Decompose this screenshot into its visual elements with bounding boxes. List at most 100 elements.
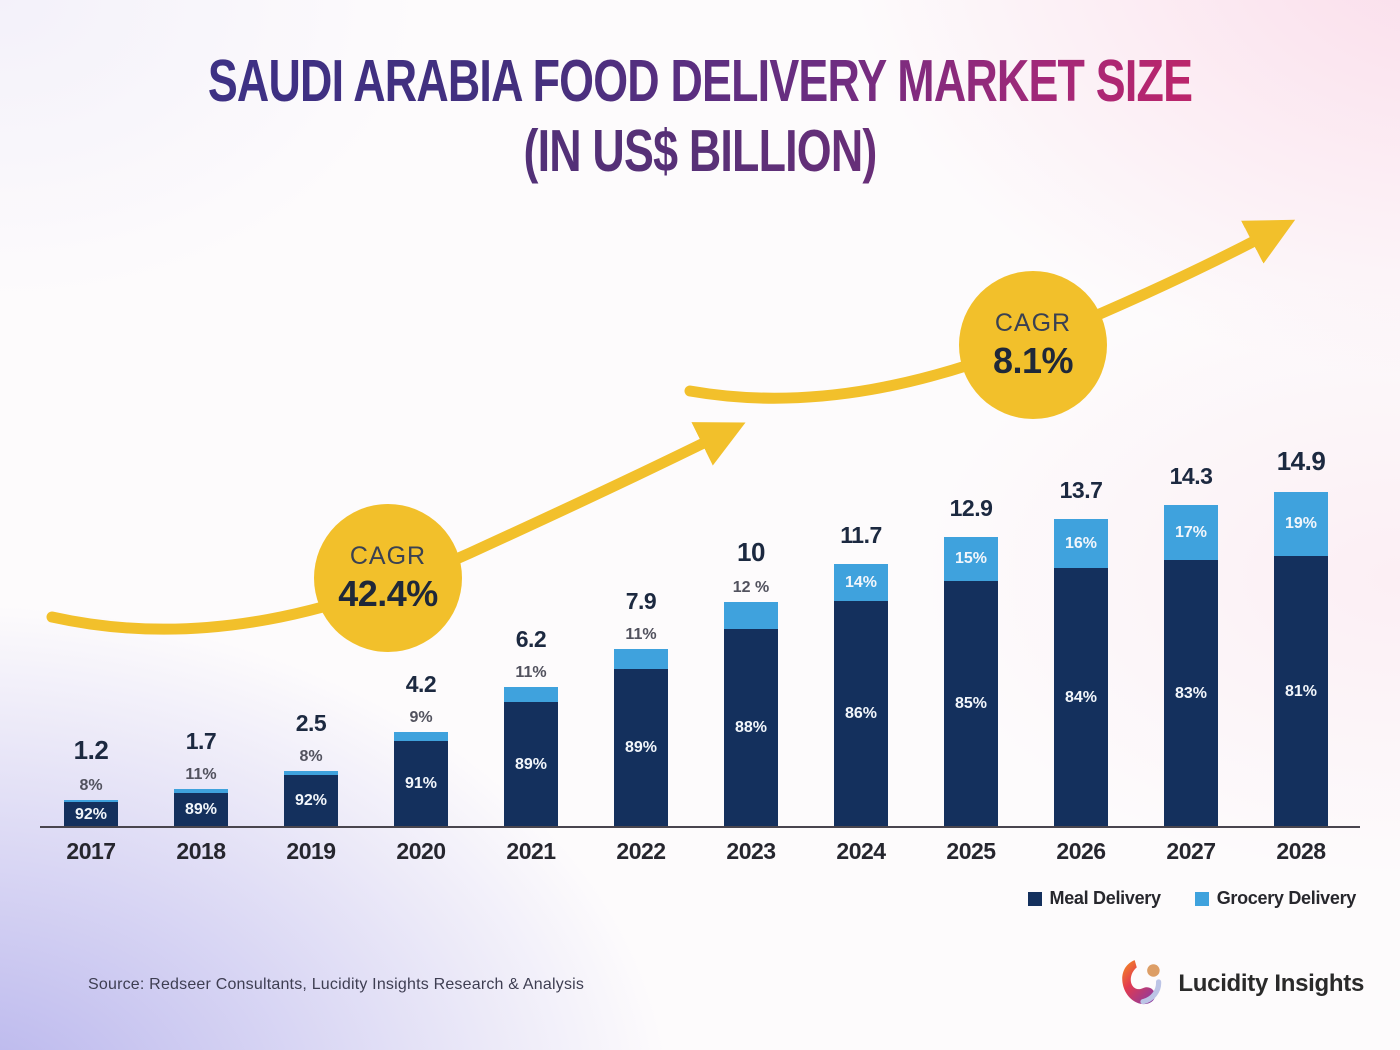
grocery-segment-2020 xyxy=(394,732,448,741)
bar-column-2026: 13.7 16% 84% xyxy=(1039,477,1123,827)
grocery-segment-2028: 19% xyxy=(1274,492,1328,556)
stacked-bar-2019: 92% xyxy=(284,771,338,827)
bar-column-2018: 1.7 11% 89% xyxy=(159,728,243,827)
meal-pct-label-2025: 85% xyxy=(954,695,988,712)
grocery-pct-label-2021: 11% xyxy=(515,664,547,681)
chart-title-line2: (IN US$ BILLION) xyxy=(140,116,1260,186)
legend-item-meal-delivery: Meal Delivery xyxy=(1027,888,1161,909)
meal-segment-2026: 84% xyxy=(1054,568,1108,827)
stacked-bar-2021: 89% xyxy=(504,687,558,827)
meal-segment-2021: 89% xyxy=(504,702,558,827)
cagr-label-2: CAGR xyxy=(994,308,1072,337)
bar-column-2024: 11.7 14% 86% xyxy=(819,522,903,827)
grocery-pct-label-2020: 9% xyxy=(409,709,433,726)
stacked-bar-2022: 89% xyxy=(614,649,668,827)
grocery-segment-2024: 14% xyxy=(834,564,888,601)
grocery-segment-2021 xyxy=(504,687,558,702)
x-axis-label-2027: 2027 xyxy=(1166,838,1216,864)
cagr-bubble-1: CAGR 42.4% xyxy=(314,504,462,652)
meal-segment-2018: 89% xyxy=(174,793,228,827)
x-axis-label-2028: 2028 xyxy=(1276,838,1326,864)
grocery-pct-label-2024: 14% xyxy=(844,573,878,591)
x-axis-line xyxy=(40,826,1360,828)
brand-name: Lucidity Insights xyxy=(1178,970,1364,997)
grocery-segment-2025: 15% xyxy=(944,537,998,581)
x-axis-label-2023: 2023 xyxy=(726,838,776,864)
meal-segment-2024: 86% xyxy=(834,601,888,827)
bar-column-2023: 10 12 % 88% xyxy=(709,537,793,827)
bar-column-2017: 1.2 8% 92% xyxy=(49,735,133,827)
x-axis-label-2026: 2026 xyxy=(1056,838,1106,864)
total-value-label-2023: 10 xyxy=(737,537,765,567)
legend-item-grocery-delivery: Grocery Delivery xyxy=(1194,888,1356,909)
bar-column-2020: 4.2 9% 91% xyxy=(379,671,463,827)
bar-column-2019: 2.5 8% 92% xyxy=(269,710,353,827)
grocery-pct-label-2026: 16% xyxy=(1064,534,1098,552)
stacked-bar-2028: 19% 81% xyxy=(1274,492,1328,827)
total-value-label-2019: 2.5 xyxy=(295,710,327,736)
meal-pct-label-2020: 91% xyxy=(404,775,438,792)
total-value-label-2020: 4.2 xyxy=(405,671,437,697)
stacked-bar-2018: 89% xyxy=(174,789,228,827)
stacked-bar-2020: 91% xyxy=(394,732,448,827)
meal-pct-label-2024: 86% xyxy=(844,705,878,722)
grocery-segment-2022 xyxy=(614,649,668,669)
total-value-label-2017: 1.2 xyxy=(73,735,109,765)
meal-segment-2025: 85% xyxy=(944,581,998,827)
stacked-bar-2026: 16% 84% xyxy=(1054,519,1108,827)
total-value-label-2028: 14.9 xyxy=(1276,446,1326,476)
stacked-bar-2017: 92% xyxy=(64,800,118,827)
meal-segment-2022: 89% xyxy=(614,669,668,827)
legend-label-meal: Meal Delivery xyxy=(1049,888,1161,908)
x-axis-label-2020: 2020 xyxy=(396,838,446,864)
x-axis-label-2022: 2022 xyxy=(616,838,666,864)
stacked-bar-2023: 88% xyxy=(724,602,778,827)
bar-column-2022: 7.9 11% 89% xyxy=(599,588,683,827)
grocery-segment-2027: 17% xyxy=(1164,505,1218,560)
meal-pct-label-2019: 92% xyxy=(294,792,328,809)
total-value-label-2024: 11.7 xyxy=(840,522,882,548)
total-value-label-2026: 13.7 xyxy=(1059,477,1103,503)
meal-pct-label-2023: 88% xyxy=(734,719,768,736)
bar-column-2025: 12.9 15% 85% xyxy=(929,495,1013,827)
meal-pct-label-2017: 92% xyxy=(74,805,108,823)
meal-segment-2027: 83% xyxy=(1164,560,1218,827)
meal-pct-label-2021: 89% xyxy=(514,755,548,773)
cagr-bubble-2: CAGR 8.1% xyxy=(959,271,1107,419)
grocery-pct-label-2028: 19% xyxy=(1284,515,1318,532)
grocery-segment-2018 xyxy=(174,789,228,793)
meal-segment-2028: 81% xyxy=(1274,556,1328,827)
grocery-segment-2019 xyxy=(284,771,338,775)
x-axis-label-2019: 2019 xyxy=(286,838,336,864)
grocery-pct-label-2025: 15% xyxy=(954,550,988,567)
meal-pct-label-2022: 89% xyxy=(624,739,658,756)
grocery-pct-label-2022: 11% xyxy=(625,626,657,643)
meal-pct-label-2018: 89% xyxy=(184,801,218,818)
meal-pct-label-2028: 81% xyxy=(1284,682,1318,700)
bar-column-2028: 14.9 19% 81% xyxy=(1259,446,1343,827)
cagr-value-1: 42.4% xyxy=(338,572,438,614)
x-axis-label-2021: 2021 xyxy=(506,838,556,864)
grocery-pct-label-2027: 17% xyxy=(1174,523,1208,541)
grocery-segment-2026: 16% xyxy=(1054,519,1108,568)
source-attribution: Source: Redseer Consultants, Lucidity In… xyxy=(88,976,585,993)
x-axis-label-2017: 2017 xyxy=(66,838,116,864)
x-axis-label-2024: 2024 xyxy=(836,838,886,864)
total-value-label-2022: 7.9 xyxy=(625,588,657,614)
meal-segment-2020: 91% xyxy=(394,741,448,827)
legend: Meal Delivery Grocery Delivery xyxy=(1027,888,1356,909)
brand-logo: Lucidity Insights xyxy=(1120,958,1364,1010)
total-value-label-2018: 1.7 xyxy=(185,728,217,754)
grocery-segment-2023 xyxy=(724,602,778,629)
grocery-pct-label-2018: 11% xyxy=(185,766,217,783)
grocery-segment-2017 xyxy=(64,800,118,802)
chart-title: SAUDI ARABIA FOOD DELIVERY MARKET SIZE (… xyxy=(140,46,1260,186)
stacked-bar-2025: 15% 85% xyxy=(944,537,998,827)
cagr-value-2: 8.1% xyxy=(992,339,1074,381)
meal-pct-label-2027: 83% xyxy=(1174,684,1208,702)
stacked-bar-2027: 17% 83% xyxy=(1164,505,1218,827)
chart-title-line1: SAUDI ARABIA FOOD DELIVERY MARKET SIZE xyxy=(140,46,1260,116)
cagr-label-1: CAGR xyxy=(349,541,427,570)
meal-delivery-swatch-icon xyxy=(1027,891,1042,906)
